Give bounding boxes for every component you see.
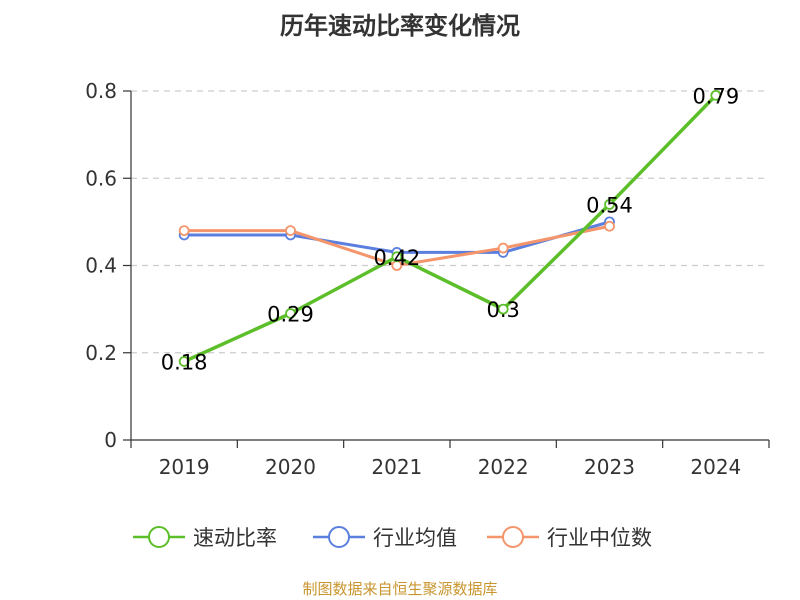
y-tick-label: 0.4 [85,254,117,278]
gridlines [131,90,769,354]
legend-item-0[interactable]: 速动比率 [133,526,277,550]
data-point [391,251,403,263]
data-point [285,308,296,319]
y-tick-label: 0.8 [85,79,117,103]
data-label: 0.3 [486,298,519,322]
y-tick-label: 0.2 [85,341,117,365]
legend-label: 行业均值 [373,526,457,550]
data-point [497,242,509,254]
legend-marker [148,526,170,548]
data-label: 0.18 [161,350,208,374]
x-tick-label: 2023 [584,455,635,479]
source-note: 制图数据来自恒生聚源数据库 [302,580,498,598]
legend-item-1[interactable]: 行业均值 [313,526,457,550]
y-tick-label: 0 [104,428,117,452]
legend-marker [502,526,524,548]
series-lines [178,89,722,367]
legend-marker [328,526,350,548]
legend-label: 行业中位数 [547,526,652,550]
data-point [178,356,190,367]
data-label: 0.79 [692,84,739,108]
chart-title: 历年速动比率变化情况 [280,12,520,40]
x-tick-label: 2022 [478,455,529,479]
x-tick-label: 2019 [159,455,210,479]
data-point [285,225,296,237]
x-tick-label: 2020 [265,455,316,479]
data-point [604,220,615,232]
x-tick-label: 2024 [690,455,741,479]
data-label: 0.42 [373,246,420,270]
data-point [497,303,509,315]
data-point [604,199,615,210]
data-point [178,225,190,237]
axes: 0 0.2 0.4 0.6 0.8 2019 2020 2021 2022 2023 2024 [85,79,770,479]
data-labels: 0.18 0.29 0.42 0.3 0.54 0.79 [161,84,739,374]
data-label: 0.29 [267,302,314,326]
data-label: 0.54 [586,193,633,217]
legend-item-2[interactable]: 行业中位数 [487,526,652,550]
legend[interactable]: 速动比率 行业均值 行业中位数 [133,526,652,550]
y-tick-label: 0.6 [85,166,117,190]
x-tick-label: 2021 [371,455,422,479]
data-point [710,89,722,101]
legend-label: 速动比率 [193,526,277,550]
series-line-0 [183,94,718,364]
